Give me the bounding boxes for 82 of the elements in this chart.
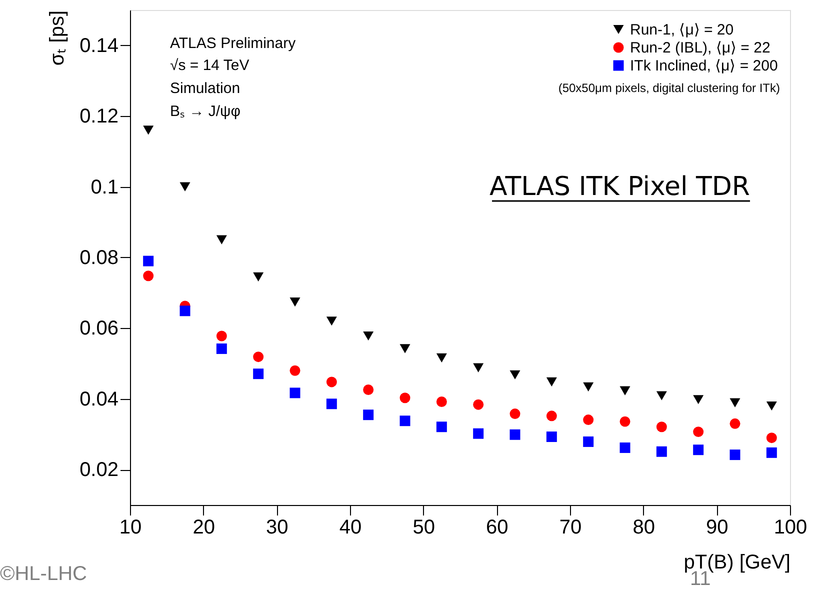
legend-label: ITk Inclined, ⟨μ⟩ = 200 bbox=[630, 58, 778, 74]
y-tick-label: 0.12 bbox=[80, 106, 118, 128]
text: ©HL-LHC bbox=[0, 563, 87, 585]
y-axis-title: σₜ [ps] bbox=[46, 10, 69, 66]
annotation: Simulation bbox=[170, 80, 240, 97]
x-tick-label: 30 bbox=[266, 516, 288, 538]
x-tick-label: 20 bbox=[192, 516, 215, 538]
annotation: Bₛ → J/ψφ bbox=[170, 103, 241, 120]
point bbox=[766, 432, 777, 444]
point bbox=[436, 353, 447, 362]
x-tick-label: 100 bbox=[774, 516, 808, 538]
point bbox=[693, 444, 704, 456]
point bbox=[143, 270, 154, 282]
point bbox=[546, 410, 557, 422]
point bbox=[766, 447, 777, 458]
x-tick-label: 70 bbox=[559, 516, 582, 538]
point bbox=[290, 388, 300, 398]
point bbox=[253, 368, 264, 380]
x-tick-label: 40 bbox=[339, 516, 362, 538]
point bbox=[510, 429, 520, 440]
point bbox=[583, 436, 594, 447]
x-axis-title: pT(B) [GeV] bbox=[684, 552, 790, 574]
point bbox=[363, 331, 374, 341]
point bbox=[473, 428, 484, 439]
y-tick-label: 0.06 bbox=[80, 318, 118, 340]
y-tick-label: 0.08 bbox=[80, 247, 118, 269]
point bbox=[620, 442, 630, 453]
point bbox=[620, 416, 630, 427]
point bbox=[290, 365, 300, 376]
point bbox=[730, 398, 740, 408]
point bbox=[510, 370, 520, 380]
point bbox=[583, 382, 594, 392]
y-tick-label: 0.1 bbox=[90, 176, 118, 198]
point bbox=[473, 399, 484, 410]
x-tick-label: 60 bbox=[486, 516, 508, 538]
point bbox=[400, 392, 410, 404]
annotation: ATLAS ITK Pixel TDR bbox=[489, 172, 750, 202]
point bbox=[326, 316, 337, 326]
point bbox=[143, 256, 154, 266]
point bbox=[143, 126, 154, 135]
point bbox=[400, 416, 410, 426]
x-tick-label: 50 bbox=[412, 516, 435, 538]
x-tick-label: 90 bbox=[706, 516, 728, 538]
point bbox=[656, 422, 667, 432]
point bbox=[363, 410, 374, 420]
point bbox=[693, 395, 704, 404]
point bbox=[216, 343, 227, 354]
point bbox=[766, 401, 777, 411]
legend-label: Run-1, ⟨μ⟩ = 20 bbox=[630, 22, 734, 38]
point bbox=[436, 422, 447, 432]
point bbox=[253, 352, 264, 362]
y-tick-label: 0.14 bbox=[80, 34, 118, 57]
point bbox=[290, 298, 300, 307]
point bbox=[510, 408, 520, 420]
point bbox=[620, 386, 630, 396]
point bbox=[180, 306, 190, 316]
point bbox=[180, 182, 190, 192]
y-tick-label: 0.02 bbox=[80, 459, 118, 482]
point bbox=[693, 426, 704, 438]
annotation: (50x50μm pixels, digital clustering for ITk) bbox=[558, 81, 780, 95]
point bbox=[473, 363, 484, 372]
point bbox=[363, 384, 374, 395]
x-tick-label: 10 bbox=[119, 516, 142, 538]
annotation: √s = 14 TeV bbox=[170, 57, 250, 74]
legend-label: Run-2 (IBL), ⟨μ⟩ = 22 bbox=[630, 40, 770, 56]
point bbox=[216, 235, 227, 244]
point bbox=[326, 398, 337, 410]
point bbox=[216, 330, 227, 342]
point bbox=[546, 377, 557, 386]
point bbox=[326, 376, 337, 388]
point bbox=[253, 272, 264, 282]
y-tick-label: 0.04 bbox=[80, 388, 118, 410]
annotation: ATLAS Preliminary bbox=[170, 35, 296, 52]
point bbox=[546, 432, 557, 442]
point bbox=[400, 344, 410, 354]
point bbox=[730, 450, 740, 460]
point bbox=[656, 391, 667, 400]
x-tick-label: 80 bbox=[632, 516, 655, 538]
point bbox=[583, 414, 594, 426]
point bbox=[730, 418, 740, 429]
point bbox=[436, 396, 447, 407]
point bbox=[656, 446, 667, 457]
